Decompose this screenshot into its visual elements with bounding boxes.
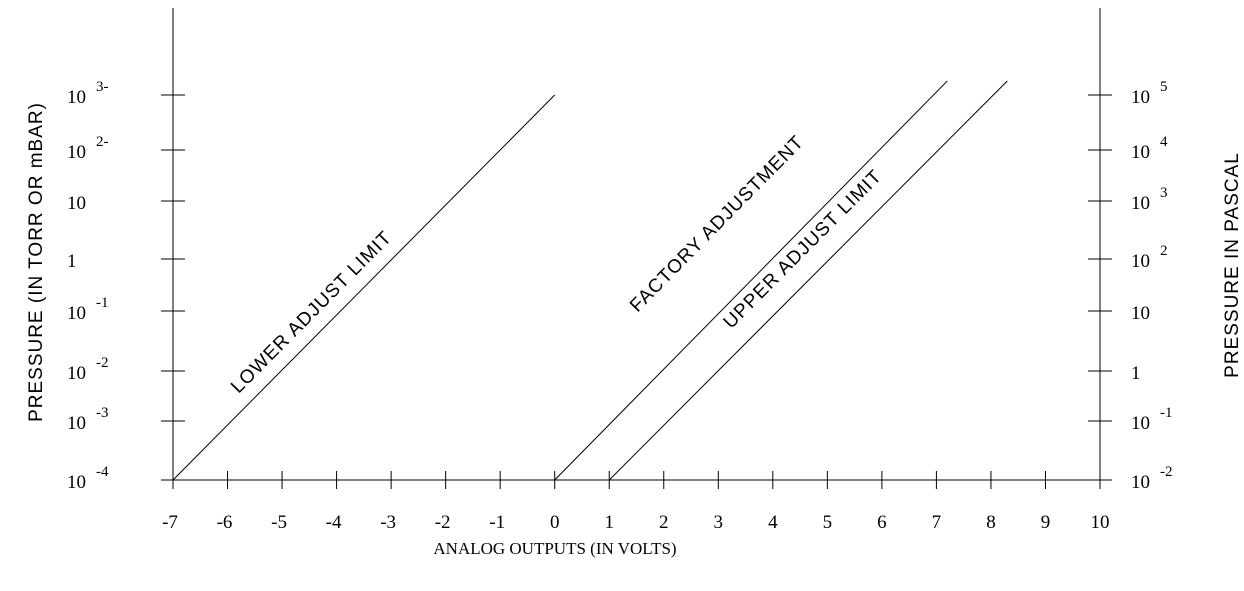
left-y-tick-label: 10 -1: [67, 295, 109, 324]
x-tick-label: -6: [217, 512, 233, 533]
right-y-tick-label: 10 -1: [1131, 405, 1173, 434]
x-tick-label: 4: [768, 512, 778, 533]
x-tick-label: -3: [380, 512, 396, 533]
left-y-tick-label: 10 -2: [67, 355, 109, 384]
right-y-tick-label: 10 4: [1131, 134, 1168, 163]
x-tick-label: 8: [986, 512, 996, 533]
series-label: FACTORY ADJUSTMENT: [626, 132, 808, 317]
left-y-tick-label: 10: [67, 193, 86, 214]
x-tick-label: 2: [659, 512, 669, 533]
x-tick-label: 0: [550, 512, 560, 533]
left-y-tick-label: 10 3-: [67, 79, 109, 108]
series-lines: [172, 80, 1008, 481]
x-tick-label: 1: [604, 512, 614, 533]
right-y-tick-label: 10 5: [1131, 79, 1168, 108]
left-y-tick-label: 10 2-: [67, 134, 109, 163]
x-axis-title: ANALOG OUTPUTS (IN VOLTS): [433, 539, 676, 558]
right-y-tick-label: 1: [1131, 363, 1141, 384]
x-tick-label: 9: [1041, 512, 1051, 533]
x-tick-label: 6: [877, 512, 887, 533]
left-y-tick-label: 1: [67, 251, 77, 272]
x-tick-label: -7: [162, 512, 178, 533]
left-y-tick-label: 10 -3: [67, 405, 109, 434]
series-line: [172, 94, 556, 481]
series-line: [554, 80, 948, 481]
axes: [161, 8, 1112, 489]
x-tick-label: -5: [271, 512, 287, 533]
left-y-tick-label: 10 -4: [67, 464, 109, 493]
x-tick-label: 10: [1091, 512, 1110, 533]
x-tick-label: -2: [435, 512, 451, 533]
series-label: LOWER ADJUST LIMIT: [227, 227, 396, 398]
x-tick-label: -4: [326, 512, 342, 533]
x-tick-label: 5: [823, 512, 833, 533]
right-axis-title: PRESSURE IN PASCAL: [1222, 152, 1243, 378]
x-tick-label: 3: [714, 512, 724, 533]
series-line: [608, 80, 1008, 481]
right-y-tick-label: 10 2: [1131, 243, 1168, 272]
right-y-tick-label: 10 3: [1131, 185, 1168, 214]
right-y-tick-label: 10 -2: [1131, 464, 1173, 493]
tick-labels: -7 -6 -5 -4 -3 -2 -1 0 1 2 3 4 5 6 7 8 9 10 10-4 10-3 10-2 10…: [67, 79, 1173, 533]
right-y-tick-label: 10: [1131, 303, 1150, 324]
x-tick-label: -1: [489, 512, 505, 533]
x-tick-label: 7: [932, 512, 942, 533]
left-axis-title: PRESSURE (IN TORR OR mBAR): [26, 102, 47, 422]
